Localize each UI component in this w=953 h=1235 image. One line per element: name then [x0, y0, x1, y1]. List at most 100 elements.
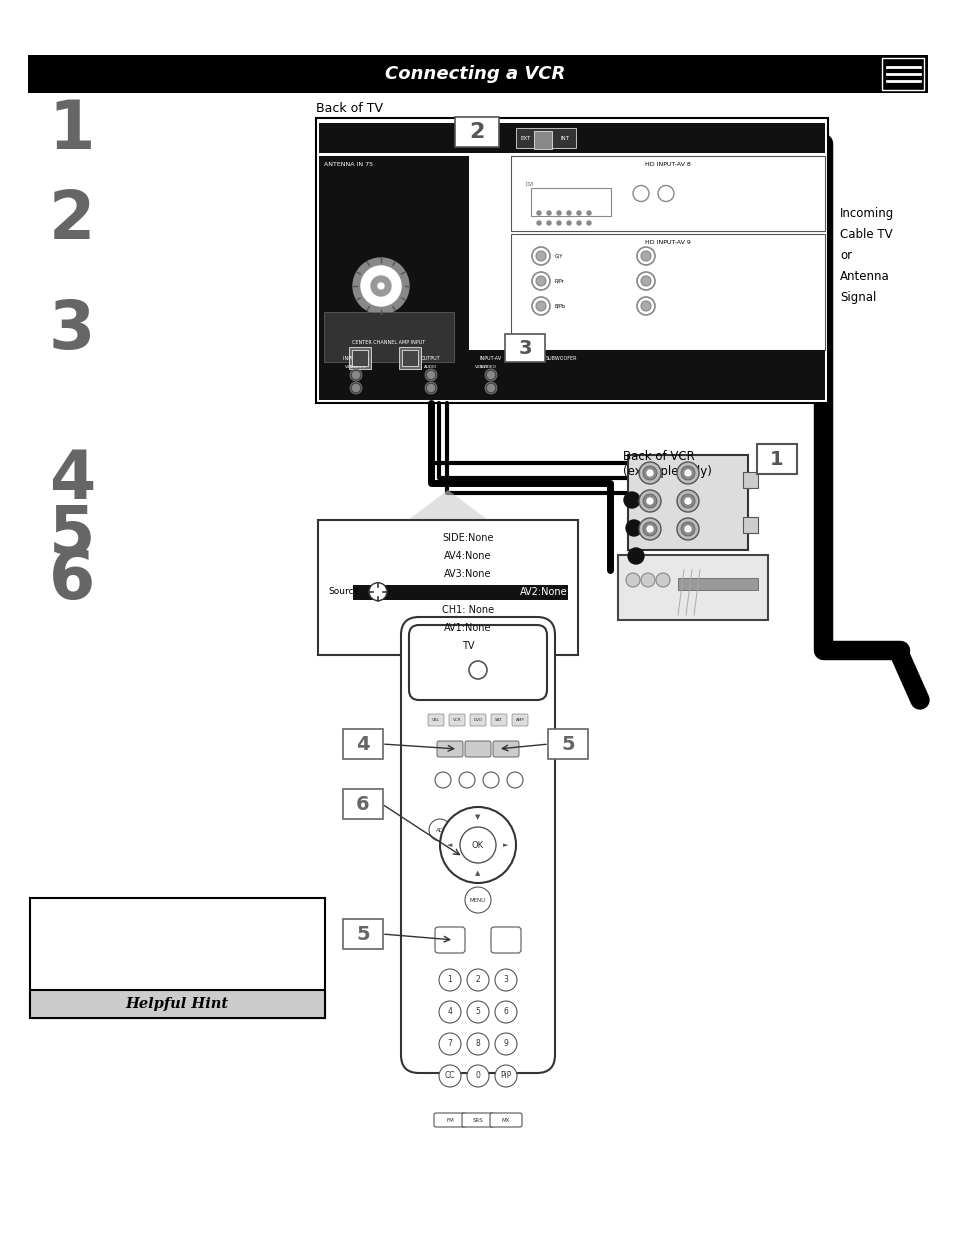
Text: 1: 1: [49, 98, 95, 163]
Circle shape: [557, 211, 560, 215]
Text: Connecting a VCR: Connecting a VCR: [384, 65, 564, 83]
Text: ▼: ▼: [475, 814, 480, 820]
Text: 1: 1: [447, 976, 452, 984]
Bar: [678, 578, 758, 590]
Text: 4: 4: [49, 447, 95, 513]
Circle shape: [677, 490, 699, 513]
Circle shape: [680, 522, 695, 536]
Circle shape: [640, 251, 650, 261]
Circle shape: [646, 498, 652, 504]
Text: ANTENNA IN 75: ANTENNA IN 75: [324, 162, 373, 167]
Circle shape: [546, 221, 551, 225]
Text: AV4:None: AV4:None: [444, 551, 491, 561]
Circle shape: [627, 548, 643, 564]
Circle shape: [586, 211, 590, 215]
Circle shape: [484, 369, 497, 382]
Circle shape: [577, 221, 580, 225]
Circle shape: [625, 573, 639, 587]
FancyBboxPatch shape: [409, 625, 546, 700]
Text: SRS: SRS: [472, 1118, 483, 1123]
Circle shape: [684, 498, 690, 504]
Text: SUBWOOFER: SUBWOOFER: [545, 356, 577, 361]
Bar: [30, 990, 325, 1018]
Circle shape: [424, 369, 436, 382]
FancyBboxPatch shape: [464, 741, 491, 757]
Circle shape: [640, 301, 650, 311]
FancyBboxPatch shape: [400, 618, 555, 1073]
Text: CENTER CHANNEL AMP INPUT: CENTER CHANNEL AMP INPUT: [352, 340, 425, 345]
Bar: [618, 555, 767, 620]
Text: INPUT-AV 1: INPUT-AV 1: [342, 356, 369, 361]
Text: R/Pr: R/Pr: [555, 279, 564, 284]
FancyBboxPatch shape: [470, 714, 485, 726]
FancyBboxPatch shape: [461, 1113, 494, 1128]
Bar: [353, 584, 567, 600]
Bar: [28, 56, 927, 93]
Circle shape: [495, 1032, 517, 1055]
FancyBboxPatch shape: [504, 333, 544, 362]
Circle shape: [458, 772, 475, 788]
Text: 3: 3: [49, 296, 95, 363]
Circle shape: [566, 221, 571, 225]
Text: 5: 5: [560, 735, 575, 753]
Text: 6: 6: [503, 1008, 508, 1016]
FancyBboxPatch shape: [490, 1113, 521, 1128]
Circle shape: [642, 466, 657, 480]
Circle shape: [640, 573, 655, 587]
Text: AV3:None: AV3:None: [444, 568, 491, 579]
Text: HD INPUT-AV 9: HD INPUT-AV 9: [644, 240, 690, 245]
Text: 4: 4: [447, 1008, 452, 1016]
Circle shape: [633, 185, 648, 201]
Circle shape: [637, 296, 655, 315]
Circle shape: [658, 185, 673, 201]
Text: DVD: DVD: [473, 718, 482, 722]
Text: B/Pb: B/Pb: [555, 304, 565, 309]
FancyBboxPatch shape: [455, 117, 498, 147]
Circle shape: [350, 382, 361, 394]
Circle shape: [546, 211, 551, 215]
Text: 2: 2: [476, 976, 480, 984]
Circle shape: [537, 221, 540, 225]
Text: 4: 4: [355, 735, 370, 753]
Bar: [511, 156, 824, 231]
Bar: [516, 128, 576, 148]
Circle shape: [532, 272, 550, 290]
Text: 2: 2: [469, 122, 484, 142]
Text: FM: FM: [446, 1118, 454, 1123]
FancyBboxPatch shape: [428, 714, 443, 726]
Circle shape: [577, 211, 580, 215]
Text: AMP: AMP: [515, 718, 524, 722]
Bar: [531, 188, 610, 216]
Circle shape: [640, 275, 650, 287]
Text: Back of VCR
(example only): Back of VCR (example only): [622, 450, 711, 478]
Circle shape: [495, 1002, 517, 1023]
Text: AUDIO: AUDIO: [424, 366, 437, 369]
Bar: [398, 347, 420, 369]
Circle shape: [536, 301, 545, 311]
Text: VIDEO: VIDEO: [474, 366, 487, 369]
Circle shape: [360, 266, 400, 306]
Bar: [317, 520, 578, 655]
Circle shape: [639, 490, 660, 513]
Circle shape: [625, 520, 641, 536]
Circle shape: [352, 372, 359, 378]
Circle shape: [487, 384, 494, 391]
Bar: [882, 58, 923, 90]
Circle shape: [586, 221, 590, 225]
Circle shape: [637, 247, 655, 266]
Text: S-VIDEO: S-VIDEO: [349, 366, 366, 369]
Circle shape: [438, 1032, 460, 1055]
Text: G/Y: G/Y: [555, 253, 563, 258]
Circle shape: [484, 382, 497, 394]
Circle shape: [371, 275, 391, 296]
Text: OUTPUT: OUTPUT: [420, 356, 440, 361]
Text: AMP SWITCH: AMP SWITCH: [523, 135, 568, 141]
Circle shape: [427, 372, 434, 378]
Text: SIDE:None: SIDE:None: [442, 532, 494, 542]
Text: Source: Source: [328, 587, 358, 597]
Circle shape: [467, 1032, 489, 1055]
Circle shape: [427, 384, 434, 391]
Text: DVI: DVI: [525, 182, 534, 186]
Bar: [324, 312, 454, 362]
Text: HD INPUT-AV 8: HD INPUT-AV 8: [644, 162, 690, 167]
